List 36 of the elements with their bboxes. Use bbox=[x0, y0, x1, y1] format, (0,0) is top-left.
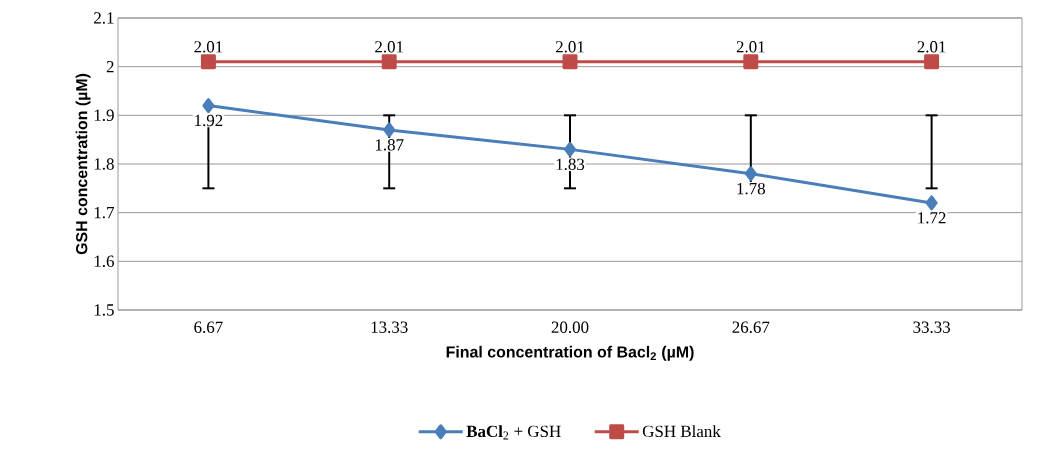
y-tick-label: 1.7 bbox=[94, 206, 115, 219]
y-tick-label: 1.6 bbox=[94, 255, 114, 268]
y-tick-label: 1.8 bbox=[94, 158, 114, 170]
x-tick-label: 26.67 bbox=[732, 321, 770, 333]
legend-label: GSH Blank bbox=[642, 425, 721, 438]
x-tick-label: 20.00 bbox=[551, 321, 589, 333]
data-label: 1.92 bbox=[195, 114, 223, 127]
data-label: 1.87 bbox=[375, 139, 404, 151]
x-tick-label: 13.33 bbox=[371, 321, 408, 333]
point bbox=[383, 122, 396, 138]
y-tick-label: 2.1 bbox=[94, 12, 114, 24]
data-label: 2.01 bbox=[736, 41, 765, 53]
y-tick-label: 2 bbox=[106, 61, 114, 73]
y-tick-label: 1.5 bbox=[94, 304, 114, 316]
x-tick-label: 33.33 bbox=[913, 321, 951, 333]
data-label: 1.83 bbox=[556, 158, 585, 171]
point bbox=[924, 54, 940, 70]
point bbox=[743, 54, 759, 70]
data-label: 2.01 bbox=[194, 41, 223, 53]
point bbox=[381, 54, 397, 70]
data-label: 1.78 bbox=[737, 182, 765, 195]
point bbox=[925, 195, 938, 211]
data-label: 1.72 bbox=[918, 212, 946, 224]
point bbox=[562, 54, 578, 70]
point bbox=[564, 141, 577, 157]
y-axis-title: GSH concentration (µM) bbox=[75, 73, 91, 255]
point bbox=[200, 54, 216, 70]
y-tick-label: 1.9 bbox=[94, 109, 114, 122]
data-label: 2.01 bbox=[375, 41, 404, 53]
data-label: 2.01 bbox=[555, 41, 584, 53]
point bbox=[202, 98, 215, 114]
x-axis-title: Final concentration of Bacl$_{2}$ (µM) bbox=[446, 345, 694, 361]
point bbox=[744, 166, 757, 182]
data-label: 2.01 bbox=[917, 41, 946, 53]
legend-label: BaCl$_{2}$ + GSH bbox=[466, 425, 561, 440]
x-tick-label: 6.67 bbox=[194, 321, 223, 333]
